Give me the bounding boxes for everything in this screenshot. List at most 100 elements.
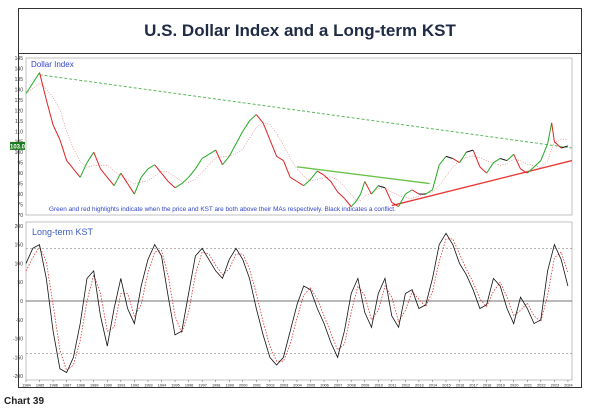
price-segment: [554, 141, 562, 149]
price-segment: [52, 124, 61, 140]
price-segment: [100, 168, 108, 178]
price-segment: [350, 202, 356, 207]
x-tick-label: 2010: [375, 384, 383, 388]
price-segment: [276, 155, 284, 161]
price-segment: [269, 139, 278, 157]
price-segment: [154, 164, 162, 174]
price-segment: [459, 151, 467, 163]
price-ytick-label: 70: [17, 213, 23, 219]
current-value-badge: [10, 141, 25, 150]
price-segment: [547, 122, 553, 144]
price-segment: [147, 164, 155, 170]
x-tick-label: 2024: [564, 384, 572, 388]
kst-ytick-label: 0: [20, 299, 23, 305]
price-ytick-label: 110: [15, 129, 23, 135]
x-tick-label: 2009: [361, 384, 369, 388]
title-box: U.S. Dollar Index and a Long-term KST: [19, 9, 581, 54]
x-tick-label: 2018: [483, 384, 491, 388]
x-tick-label: 2000: [239, 384, 247, 388]
current-value-label: 103.0: [10, 144, 26, 150]
price-segment: [452, 158, 460, 164]
price-segment: [66, 160, 74, 170]
price-ytick-label: 75: [17, 203, 23, 209]
x-tick-label: 1984: [22, 384, 30, 388]
price-segment: [39, 72, 47, 100]
price-segment: [255, 114, 264, 124]
x-tick-label: 2002: [266, 384, 274, 388]
x-tick-label: 2023: [551, 384, 559, 388]
bottom-trendline: [391, 159, 573, 207]
x-tick-label: 1988: [76, 384, 84, 388]
x-tick-label: 1987: [63, 384, 71, 388]
price-segment: [384, 187, 393, 203]
price-segment: [215, 149, 223, 165]
chart-caption: Chart 39: [4, 396, 45, 407]
price-ytick-label: 145: [15, 56, 24, 62]
price-segment: [93, 152, 101, 170]
price-segment: [486, 162, 494, 174]
x-tick-label: 1991: [117, 384, 125, 388]
x-tick-label: 1997: [198, 384, 206, 388]
x-tick-label: 1992: [131, 384, 139, 388]
price-segment: [513, 154, 521, 170]
price-segment: [310, 170, 318, 180]
price-ytick-label: 80: [17, 192, 23, 198]
top-trendline: [39, 74, 573, 149]
kst-ytick-label: 200: [15, 224, 24, 230]
price-segment: [201, 153, 210, 159]
price-ytick-label: 135: [15, 77, 24, 83]
price-segment: [249, 114, 257, 122]
kst-ytick-label: 150: [15, 243, 24, 249]
x-tick-label: 1985: [36, 384, 44, 388]
x-tick-label: 2011: [388, 384, 396, 388]
price-segment: [445, 155, 453, 159]
x-tick-label: 2020: [510, 384, 518, 388]
price-segment: [431, 164, 440, 191]
price-ytick-label: 85: [17, 182, 23, 188]
kst-ytick-label: -150: [13, 355, 23, 361]
x-tick-label: 1990: [104, 384, 112, 388]
price-segment: [317, 170, 325, 176]
price-segment: [360, 181, 366, 195]
price-segment: [493, 158, 501, 164]
price-segment: [303, 179, 311, 187]
x-tick-label: 2003: [280, 384, 288, 388]
price-segment: [73, 168, 81, 178]
x-tick-label: 2016: [456, 384, 464, 388]
price-annotation: Green and red highlights indicate when t…: [49, 206, 396, 213]
x-tick-label: 1996: [185, 384, 193, 388]
price-ytick-label: 90: [17, 171, 23, 177]
price-segment: [188, 168, 196, 178]
price-panel-border: [25, 57, 573, 216]
x-tick-label: 2017: [469, 384, 477, 388]
price-ytick-label: 140: [15, 66, 24, 72]
channel-trendline: [296, 166, 430, 185]
price-segment: [526, 166, 535, 174]
x-tick-label: 2015: [442, 384, 450, 388]
x-tick-label: 1986: [49, 384, 57, 388]
price-segment: [113, 172, 122, 186]
price-segment: [86, 151, 95, 163]
kst-ytick-label: -50: [16, 318, 23, 324]
price-segment: [222, 156, 230, 166]
price-segment: [289, 176, 298, 182]
price-segment: [561, 145, 569, 149]
price-segment: [296, 181, 305, 187]
x-tick-label: 2006: [320, 384, 328, 388]
price-segment: [59, 139, 68, 161]
price-segment: [106, 177, 115, 187]
kst-ytick-label: -200: [13, 374, 23, 380]
price-segment: [167, 181, 176, 189]
price-segment: [337, 191, 345, 199]
price-segment: [354, 193, 362, 203]
price-segment: [133, 177, 142, 195]
x-tick-label: 1995: [171, 384, 179, 388]
x-tick-label: 2008: [347, 384, 355, 388]
price-segment: [398, 193, 406, 207]
x-tick-label: 1999: [225, 384, 233, 388]
price-series-label: Dollar Index: [31, 60, 74, 69]
price-segment: [174, 183, 183, 189]
kst-line: [25, 232, 569, 374]
price-segment: [371, 185, 379, 195]
